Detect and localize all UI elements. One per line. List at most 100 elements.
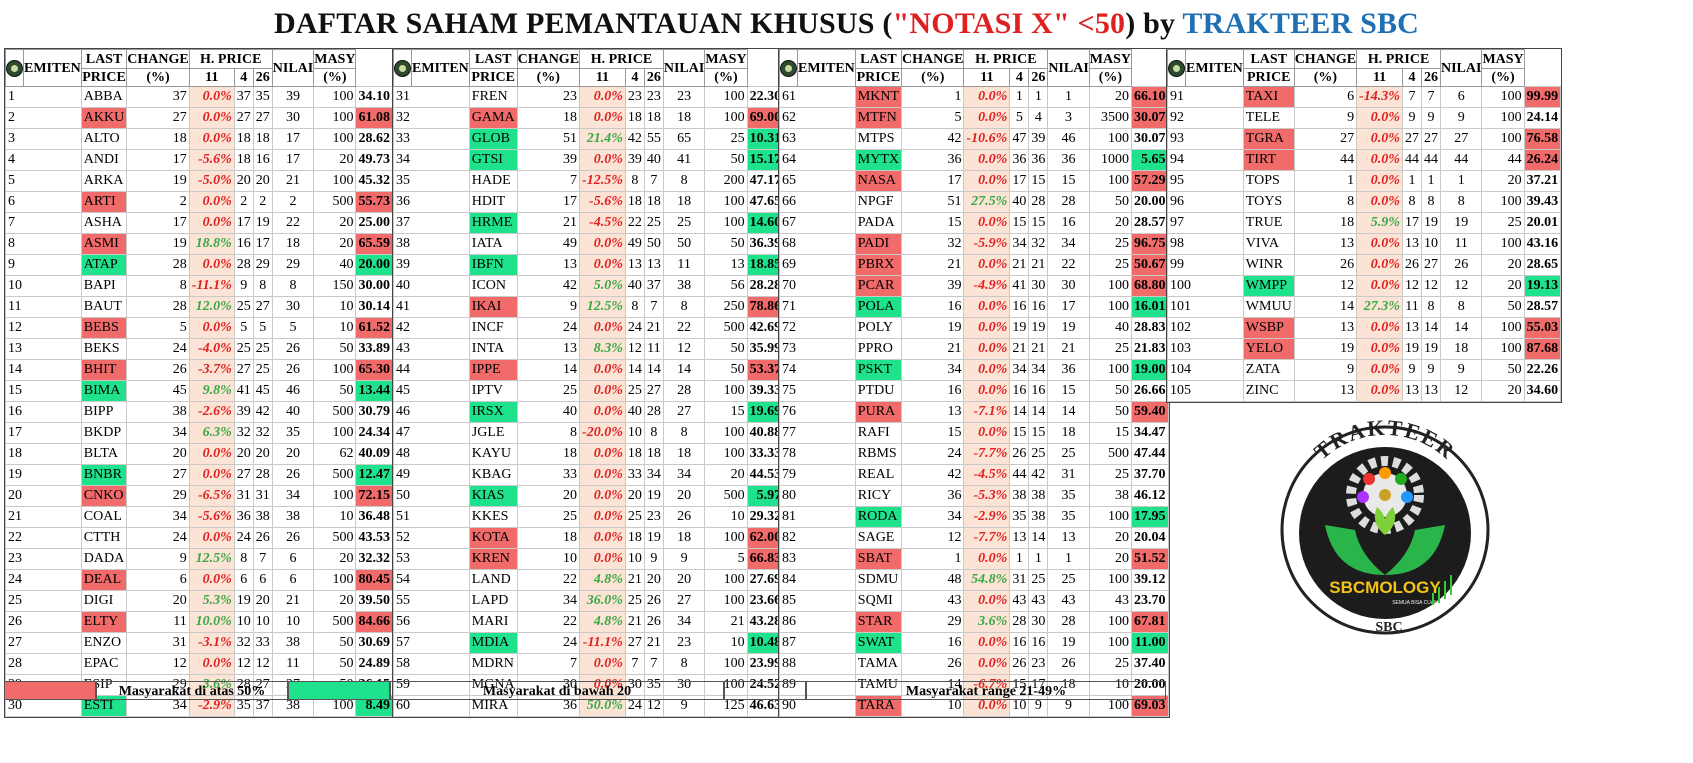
emiten-code: BKDP — [80, 422, 128, 444]
emiten-code: REAL — [854, 464, 903, 486]
emiten-code: BEBS — [80, 317, 128, 339]
hprice-4: 27 — [1420, 128, 1441, 150]
hprice-11: 37 — [233, 86, 254, 108]
emiten-code: EPAC — [80, 653, 128, 675]
col-last-sub: PRICE — [80, 68, 128, 87]
table-row: 22 CTTH 24 0.0% 24 26 26 500 43.53 — [5, 527, 393, 549]
last-price: 7 — [516, 653, 581, 675]
masyarakat-pct: 61.08 — [355, 107, 393, 129]
row-number: 79 — [779, 464, 856, 486]
hprice-4: 13 — [1420, 380, 1441, 402]
change-pct: 0.0% — [579, 359, 626, 381]
hprice-26: 25 — [1047, 569, 1090, 591]
masyarakat-pct: 84.66 — [355, 611, 393, 633]
table-row: 91 TAXI 6 -14.3% 7 7 6 100 99.99 — [1167, 86, 1562, 108]
legend-label-above50: Masyarakat di atas 50% — [96, 681, 288, 700]
hprice-11: 12 — [624, 338, 645, 360]
table-row: 68 PADI 32 -5.9% 34 32 34 25 96.75 — [779, 233, 1169, 255]
table-row: 59 MGNA 30 0.0% 30 35 30 100 24.52 — [393, 674, 785, 696]
last-price: 10 — [516, 548, 581, 570]
last-price: 19 — [126, 170, 190, 192]
hprice-26: 34 — [662, 464, 706, 486]
hprice-11: 24 — [624, 317, 645, 339]
hprice-11: 26 — [1009, 443, 1030, 465]
hprice-4: 20 — [252, 170, 273, 192]
hprice-26: 41 — [662, 149, 706, 171]
logo-bottom-text: SBC — [1375, 620, 1402, 635]
table-row: 23 DADA 9 12.5% 8 7 6 20 32.32 — [5, 548, 393, 570]
hprice-26: 30 — [271, 107, 315, 129]
hprice-26: 9 — [1047, 695, 1090, 717]
masyarakat-pct: 55.73 — [355, 191, 393, 213]
hprice-11: 5 — [1009, 107, 1030, 129]
hprice-4: 25 — [252, 359, 273, 381]
row-number: 31 — [393, 86, 470, 108]
hprice-26: 1 — [1439, 170, 1483, 192]
change-pct: 8.3% — [579, 338, 626, 360]
table-row: 24 DEAL 6 0.0% 6 6 6 100 80.45 — [5, 569, 393, 591]
last-price: 29 — [901, 611, 965, 633]
change-pct: 27.3% — [1356, 296, 1403, 318]
emiten-code: TAXI — [1242, 86, 1295, 108]
row-number: 100 — [1167, 275, 1244, 297]
masyarakat-pct: 27.69 — [746, 569, 785, 591]
row-number: 103 — [1167, 338, 1244, 360]
stock-block-2: EMITEN LAST CHANGE H. PRICE NILAI MASY PRICE (%… — [392, 48, 786, 718]
change-pct: -11.1% — [579, 632, 626, 654]
emiten-code: TRUE — [1242, 212, 1295, 234]
hprice-11: 11 — [1401, 296, 1422, 318]
hprice-4: 4 — [1028, 107, 1049, 129]
nilai: 50 — [313, 653, 357, 675]
hprice-11: 24 — [233, 527, 254, 549]
nilai: 5 — [704, 548, 748, 570]
emiten-code: WSBP — [1242, 317, 1295, 339]
emiten-code: WMUU — [1242, 296, 1295, 318]
hprice-26: 38 — [271, 695, 315, 717]
table-row: 53 KREN 10 0.0% 10 9 9 5 66.83 — [393, 548, 785, 570]
row-number: 4 — [5, 149, 82, 171]
last-price: 26 — [126, 359, 190, 381]
table-row: 15 BIMA 45 9.8% 41 45 46 50 13.44 — [5, 380, 393, 402]
hprice-4: 8 — [1420, 191, 1441, 213]
table-row: 72 POLY 19 0.0% 19 19 19 40 28.83 — [779, 317, 1169, 339]
last-price: 18 — [516, 443, 581, 465]
last-price: 24 — [126, 338, 190, 360]
masyarakat-pct: 40.88 — [746, 422, 785, 444]
col-emiten: EMITEN — [411, 49, 470, 87]
table-row: 66 NPGF 51 27.5% 40 28 28 50 20.00 — [779, 191, 1169, 213]
masyarakat-pct: 30.00 — [355, 275, 393, 297]
masyarakat-pct: 67.81 — [1131, 611, 1169, 633]
emiten-code: PURA — [854, 401, 903, 423]
hprice-26: 5 — [271, 317, 315, 339]
emiten-code: KREN — [468, 548, 518, 570]
hprice-11: 13 — [1401, 233, 1422, 255]
row-number: 51 — [393, 506, 470, 528]
emiten-code: FREN — [468, 86, 518, 108]
change-pct: 0.0% — [579, 485, 626, 507]
row-number: 71 — [779, 296, 856, 318]
row-number: 97 — [1167, 212, 1244, 234]
masyarakat-pct: 21.83 — [1131, 338, 1169, 360]
emiten-code: YELO — [1242, 338, 1295, 360]
hprice-26: 8 — [271, 275, 315, 297]
last-price: 34 — [516, 590, 581, 612]
hprice-4: 25 — [643, 212, 664, 234]
last-price: 18 — [126, 128, 190, 150]
hprice-26: 18 — [271, 233, 315, 255]
hprice-4: 15 — [1028, 212, 1049, 234]
nilai: 500 — [313, 464, 357, 486]
last-price: 23 — [516, 86, 581, 108]
hprice-26: 46 — [271, 380, 315, 402]
change-pct: 9.8% — [188, 380, 235, 402]
table-row: 99 WINR 26 0.0% 26 27 26 20 28.65 — [1167, 254, 1562, 276]
table-row: 35 HADE 7 -12.5% 8 7 8 200 47.17 — [393, 170, 785, 192]
row-number: 104 — [1167, 359, 1244, 381]
hands-icon — [1325, 507, 1445, 575]
emiten-code: TOYS — [1242, 191, 1295, 213]
nilai: 100 — [704, 527, 748, 549]
emiten-code: INCF — [468, 317, 518, 339]
row-number: 6 — [5, 191, 82, 213]
hprice-11: 7 — [1401, 86, 1422, 108]
row-number: 5 — [5, 170, 82, 192]
last-price: 13 — [516, 254, 581, 276]
